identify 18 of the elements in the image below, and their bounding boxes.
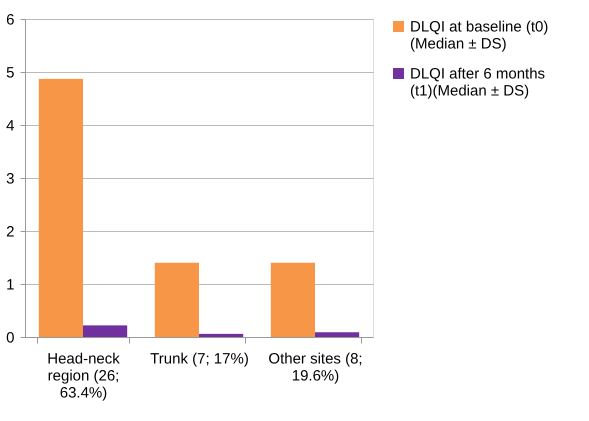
bar — [270, 262, 315, 337]
y-tick-label: 2 — [6, 224, 14, 240]
y-tick-label: 5 — [6, 64, 14, 82]
y-tick-label: 0 — [6, 330, 14, 346]
y-tick-label: 3 — [6, 170, 14, 188]
x-tick-label: Head-neck region (26; 63.4%) — [47, 350, 120, 402]
bar — [199, 334, 244, 337]
x-tick-label: Other sites (8; 19.6%) — [268, 350, 363, 384]
y-tick-label: 1 — [6, 276, 14, 294]
bar — [315, 332, 360, 337]
x-tick-label: Trunk (7; 17%) — [150, 350, 249, 368]
bar — [83, 325, 128, 337]
bar — [154, 262, 199, 337]
y-tick-label: 4 — [6, 118, 14, 134]
legend-label: DLQI after 6 months (t1)(Median ± DS) — [410, 66, 546, 100]
y-tick-label: 6 — [6, 12, 14, 28]
bar — [38, 78, 83, 337]
legend-label: DLQI at baseline (t0) (Median ± DS) — [410, 18, 548, 52]
